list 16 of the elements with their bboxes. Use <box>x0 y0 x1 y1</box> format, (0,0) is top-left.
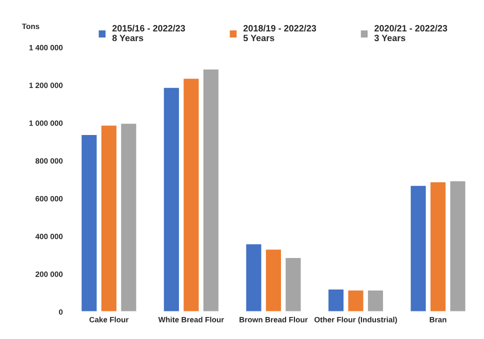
bar <box>327 288 345 312</box>
bar <box>162 86 180 312</box>
bar <box>429 180 447 312</box>
bar <box>202 68 220 312</box>
legend-label: 2015/16 - 2022/23 8 Years <box>112 24 186 42</box>
bar <box>409 184 428 312</box>
legend-label: 2018/19 - 2022/23 5 Years <box>243 24 316 42</box>
bar <box>80 134 98 312</box>
bar <box>284 256 302 312</box>
bar <box>366 289 384 312</box>
bar <box>244 242 263 312</box>
bar <box>448 180 467 312</box>
bar <box>182 77 200 312</box>
bar <box>346 289 365 312</box>
bar <box>264 248 282 312</box>
legend-label: 2020/21 - 2022/23 3 Years <box>374 24 448 42</box>
